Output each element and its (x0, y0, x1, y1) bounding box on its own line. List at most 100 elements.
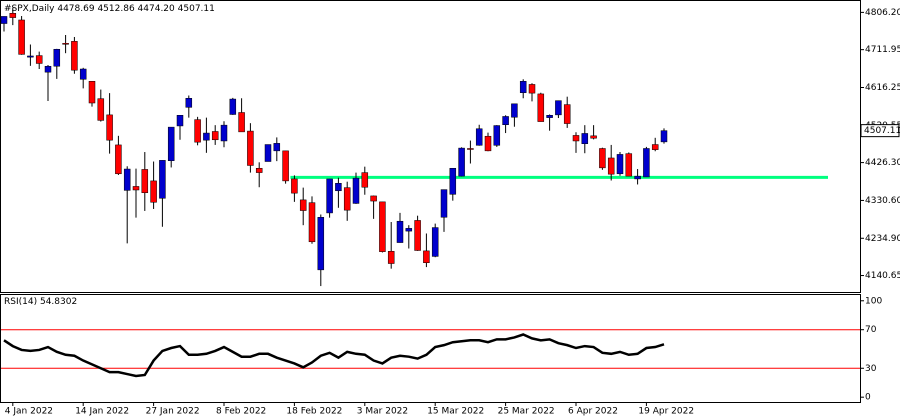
y-tick-label: 100 (865, 296, 882, 306)
candle-body (599, 148, 606, 169)
y-tick-label: 0 (865, 393, 871, 403)
candle-body (194, 119, 201, 143)
candle-body (511, 103, 518, 118)
x-tick-label: 15 Mar 2022 (427, 407, 484, 417)
candle-body (185, 98, 193, 108)
candle-body (291, 178, 298, 194)
candle-body (282, 150, 289, 182)
price-panel (0, 0, 861, 293)
candle-body (255, 167, 263, 173)
candle-body (625, 153, 633, 177)
y-tick-label: 4711.95 (865, 45, 900, 55)
candle-body (616, 154, 624, 175)
candle-body (62, 43, 69, 45)
candle-body (264, 144, 272, 162)
rsi-last: 54.8302 (40, 297, 77, 307)
ohlc-low: 4474.20 (138, 4, 175, 14)
candle-body (379, 201, 386, 252)
candle-body (546, 115, 553, 118)
candle-body (484, 135, 492, 152)
candle-body (519, 81, 527, 93)
candle-body (106, 114, 113, 141)
ohlc-high: 4512.86 (97, 4, 134, 14)
candle-body (308, 202, 316, 243)
candle-body (220, 124, 228, 142)
candle-body (528, 84, 536, 94)
candle-body (467, 148, 474, 150)
candle-body (643, 148, 650, 178)
candle-body (150, 180, 157, 203)
candle-body (141, 169, 149, 194)
candle-body (123, 168, 131, 191)
candle-body (651, 144, 659, 150)
candle-body (352, 177, 360, 204)
candle-body (414, 220, 421, 251)
y-tick-label: 4426.30 (865, 158, 900, 168)
rsi-name: RSI(14) (4, 297, 37, 307)
ohlc-close: 4507.11 (178, 4, 215, 14)
y-tick-label: 4616.25 (865, 83, 900, 93)
candle-body (555, 100, 562, 116)
candle-body (326, 178, 333, 214)
candle-body (387, 251, 395, 264)
candle-body (97, 98, 105, 121)
candle-body (247, 130, 254, 166)
candle-body (88, 81, 96, 104)
candle-body (537, 93, 545, 122)
price-label: 4507.11 (864, 126, 900, 136)
candle-body (53, 48, 61, 67)
candle-body (493, 125, 501, 146)
candle-body (361, 172, 369, 188)
candle-body (563, 104, 571, 124)
candle-body (167, 126, 175, 161)
candle-body (475, 128, 483, 146)
x-tick-label: 6 Apr 2022 (568, 407, 618, 417)
y-tick-label: 4140.65 (865, 271, 900, 281)
candle-body (440, 189, 448, 218)
candle-body (634, 175, 641, 180)
candle-body (660, 130, 668, 143)
candle-body (423, 250, 430, 263)
candle-body (458, 147, 465, 177)
candle-body (343, 187, 351, 211)
candle-body (0, 16, 8, 24)
candle-body (370, 195, 377, 202)
candle-body (238, 112, 245, 133)
candle-body (581, 133, 589, 144)
y-tick-label: 4234.90 (865, 234, 900, 244)
candle-body (572, 135, 580, 142)
x-tick-label: 8 Feb 2022 (216, 407, 266, 417)
candle-body (273, 143, 281, 152)
x-tick-label: 14 Jan 2022 (75, 407, 129, 417)
candle-body (176, 115, 184, 127)
rsi-line (3, 333, 665, 378)
candle-body (18, 19, 25, 55)
x-tick-label: 4 Jan 2022 (5, 407, 53, 417)
candle-body (502, 116, 509, 126)
candle-body (27, 55, 34, 58)
candle-body (229, 98, 237, 115)
candle-body (396, 220, 404, 243)
x-tick-label: 3 Mar 2022 (357, 407, 408, 417)
x-tick-label: 18 Feb 2022 (286, 407, 342, 417)
candle-body (79, 68, 87, 80)
candle-body (335, 183, 342, 192)
x-tick-label: 27 Jan 2022 (146, 407, 200, 417)
y-tick-label: 30 (865, 364, 877, 374)
candle-body (203, 132, 210, 141)
candle-body (132, 186, 140, 191)
chart-title: #SPX,Daily 4478.69 4512.86 4474.20 4507.… (4, 4, 215, 14)
candle-body (431, 227, 439, 257)
candle-body (299, 199, 307, 211)
candle-body (211, 131, 219, 141)
symbol: #SPX,Daily (4, 4, 55, 14)
price-box (860, 124, 900, 138)
candle-body (607, 157, 615, 175)
rsi-panel (0, 294, 861, 403)
candle-body (449, 167, 457, 195)
y-tick-label: 70 (865, 325, 877, 335)
rsi-title: RSI(14) 54.8302 (4, 297, 77, 307)
candle-body (317, 217, 325, 271)
candle-body (44, 65, 52, 73)
